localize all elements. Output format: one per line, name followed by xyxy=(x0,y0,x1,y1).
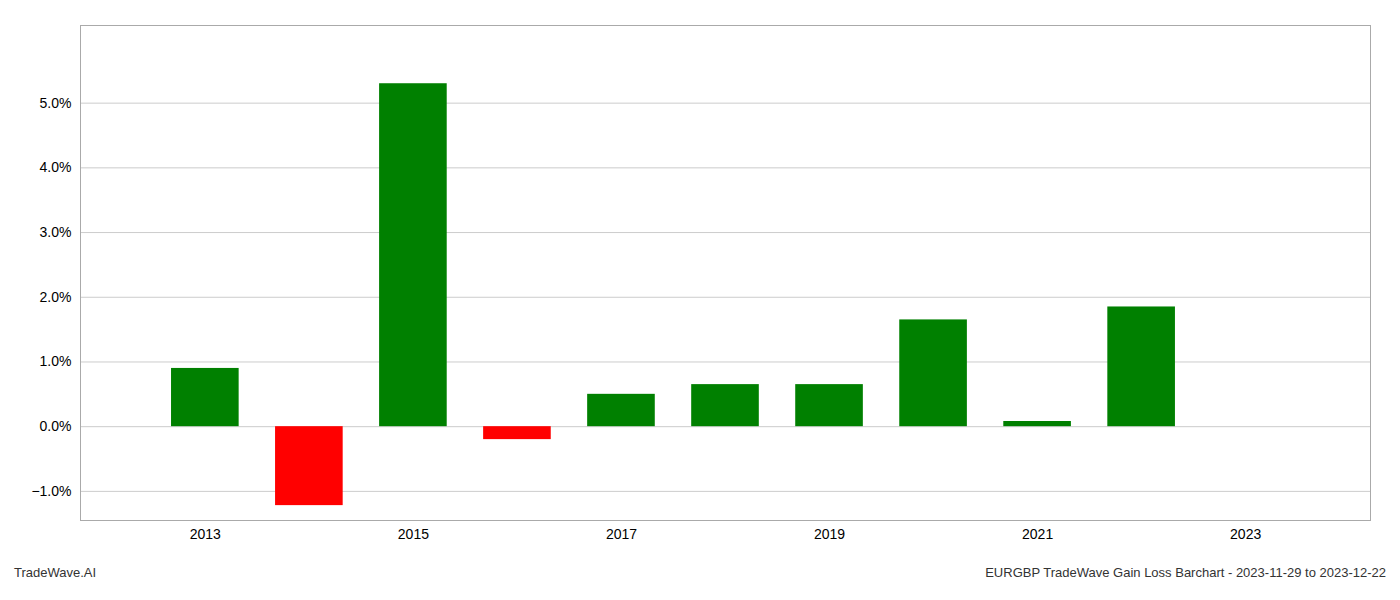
svg-text:3.0%: 3.0% xyxy=(40,224,72,240)
svg-text:1.0%: 1.0% xyxy=(40,353,72,369)
html-text:EURGBP TradeWave Gain Loss Bar: EURGBP TradeWave Gain Loss Barchart - 20… xyxy=(985,565,1386,580)
svg-text:2013: 2013 xyxy=(190,526,221,542)
svg-text:−1.0%: −1.0% xyxy=(31,483,71,499)
svg-text:4.0%: 4.0% xyxy=(40,159,72,175)
svg-text:5.0%: 5.0% xyxy=(40,95,72,111)
svg-text:2019: 2019 xyxy=(814,526,845,542)
svg-text:2021: 2021 xyxy=(1022,526,1053,542)
svg-text:2023: 2023 xyxy=(1230,526,1261,542)
svg-text:2.0%: 2.0% xyxy=(40,289,72,305)
html-text:TradeWave.AI: TradeWave.AI xyxy=(14,565,97,580)
svg-text:2017: 2017 xyxy=(606,526,637,542)
svg-text:2015: 2015 xyxy=(398,526,429,542)
svg-text:0.0%: 0.0% xyxy=(40,418,72,434)
